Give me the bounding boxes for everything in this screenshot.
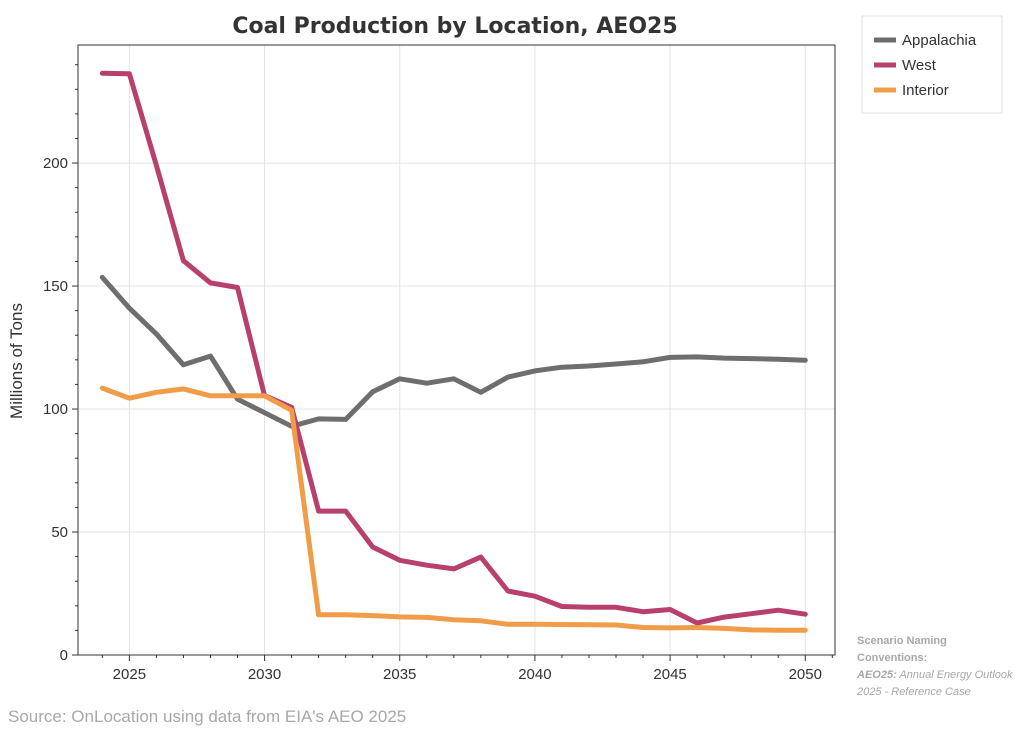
legend-label-interior: Interior	[902, 82, 949, 99]
y-tick-label: 50	[51, 524, 68, 541]
series-line-west	[99, 70, 808, 626]
chart-title: Coal Production by Location, AEO25	[232, 14, 677, 39]
x-tick-label: 2025	[113, 666, 146, 683]
y-tick-label: 100	[43, 401, 68, 418]
plot-frame	[77, 44, 836, 656]
note-term: AEO25:	[857, 669, 897, 681]
x-tick-label: 2050	[789, 666, 822, 683]
y-tick-label: 0	[60, 647, 68, 664]
scenario-note: Scenario Naming Conventions: AEO25: Annu…	[857, 633, 1017, 701]
axes: 2025 2030 2035 2040 2045 2050 0 50 100 150 200	[43, 44, 836, 683]
source-caption: Source: OnLocation using data from EIA's…	[8, 707, 407, 726]
y-tick-label: 150	[43, 278, 68, 295]
series-lines	[99, 70, 808, 633]
legend-label-appalachia: Appalachia	[902, 32, 977, 49]
x-tick-label: 2035	[383, 666, 416, 683]
series-line-appalachia	[99, 274, 808, 429]
x-tick-label: 2045	[653, 666, 686, 683]
note-heading: Scenario Naming Conventions:	[857, 635, 947, 664]
series-line-interior	[99, 385, 808, 633]
x-tick-label: 2040	[518, 666, 551, 683]
note-definition: Annual Energy Outlook 2025 - Reference C…	[857, 669, 1013, 698]
y-tick-label: 200	[43, 155, 68, 172]
legend-label-west: West	[902, 57, 937, 74]
legend: Appalachia West Interior	[861, 15, 1003, 114]
y-axis-title: Millions of Tons	[7, 303, 26, 419]
x-tick-label: 2030	[248, 666, 281, 683]
grid	[78, 45, 835, 656]
